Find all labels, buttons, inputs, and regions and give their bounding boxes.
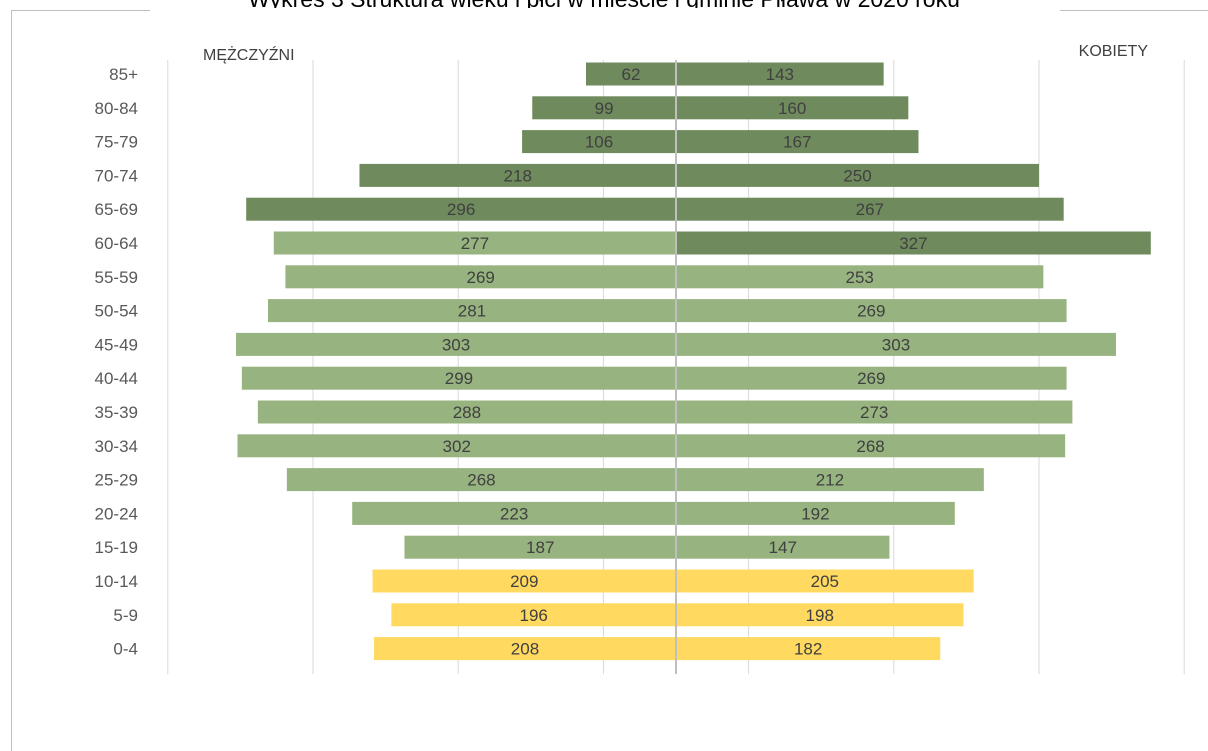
data-label-male: 281 [458, 302, 486, 321]
data-label-female: 198 [806, 606, 834, 625]
category-label: 80-84 [95, 99, 138, 118]
bar-female-40-44 [676, 366, 1067, 390]
data-label-female: 167 [783, 133, 811, 152]
bar-male-0-4 [373, 637, 676, 661]
data-label-female: 267 [856, 200, 884, 219]
category-label: 30-34 [95, 437, 138, 456]
bar-female-0-4 [676, 637, 941, 661]
data-label-male: 218 [504, 166, 532, 185]
bar-male-55-59 [285, 265, 676, 289]
data-label-female: 143 [766, 65, 794, 84]
data-label-male: 99 [595, 99, 614, 118]
data-label-male: 288 [453, 403, 481, 422]
bar-female-45-49 [676, 332, 1116, 356]
bar-female-50-54 [676, 299, 1067, 323]
bar-female-25-29 [676, 468, 984, 492]
data-label-female: 147 [769, 538, 797, 557]
series-label-male: MĘŻCZYŹNI [203, 45, 295, 64]
category-label: 5-9 [113, 606, 138, 625]
category-label: 75-79 [95, 133, 138, 152]
data-label-female: 205 [811, 572, 839, 591]
data-label-female: 269 [857, 369, 885, 388]
labels: 85+ 62 143 80-84 99 160 75-79 106 167 70-74 218 250… [95, 43, 1149, 659]
category-label: 55-59 [95, 268, 138, 287]
data-label-male: 187 [526, 538, 554, 557]
bar-female-70-74 [676, 163, 1039, 187]
frame-title-gap [150, 8, 1060, 12]
data-label-male: 302 [443, 437, 471, 456]
bar-male-5-9 [391, 603, 676, 627]
bar-female-15-19 [676, 535, 890, 559]
data-label-male: 223 [500, 504, 528, 523]
bar-male-70-74 [359, 163, 676, 187]
category-label: 20-24 [95, 504, 138, 523]
category-label: 10-14 [95, 572, 138, 591]
category-label: 45-49 [95, 335, 138, 354]
data-label-male: 62 [622, 65, 641, 84]
data-label-male: 209 [510, 572, 538, 591]
bar-male-50-54 [267, 299, 676, 323]
category-label: 65-69 [95, 200, 138, 219]
bar-female-85+ [676, 62, 884, 86]
category-label: 70-74 [95, 166, 138, 185]
data-label-female: 273 [860, 403, 888, 422]
bar-male-75-79 [522, 130, 676, 154]
data-label-female: 303 [882, 335, 910, 354]
bar-female-20-24 [676, 501, 955, 525]
bar-male-85+ [585, 62, 676, 86]
bar-female-80-84 [676, 96, 909, 120]
data-label-male: 296 [447, 200, 475, 219]
data-label-male: 106 [585, 133, 613, 152]
bar-female-35-39 [676, 400, 1073, 424]
bar-female-10-14 [676, 569, 974, 593]
category-label: 40-44 [95, 369, 138, 388]
category-label: 35-39 [95, 403, 138, 422]
category-label: 15-19 [95, 538, 138, 557]
data-label-male: 299 [445, 369, 473, 388]
category-label: 25-29 [95, 471, 138, 490]
bar-male-35-39 [257, 400, 676, 424]
bar-female-75-79 [676, 130, 919, 154]
bar-female-30-34 [676, 434, 1066, 458]
data-label-female: 182 [794, 640, 822, 659]
bar-female-5-9 [676, 603, 964, 627]
bar-female-65-69 [676, 197, 1064, 221]
data-label-male: 208 [511, 640, 539, 659]
data-label-male: 268 [467, 471, 495, 490]
category-label: 85+ [109, 65, 138, 84]
data-label-female: 250 [843, 166, 871, 185]
data-label-female: 253 [845, 268, 873, 287]
bar-female-55-59 [676, 265, 1044, 289]
data-label-female: 268 [856, 437, 884, 456]
data-label-female: 212 [816, 471, 844, 490]
bar-male-65-69 [246, 197, 676, 221]
category-label: 50-54 [95, 302, 138, 321]
bar-male-30-34 [237, 434, 676, 458]
data-label-female: 269 [857, 302, 885, 321]
series-label-female: KOBIETY [1079, 43, 1149, 60]
bar-male-15-19 [404, 535, 676, 559]
data-label-female: 192 [801, 504, 829, 523]
data-label-female: 160 [778, 99, 806, 118]
bar-male-25-29 [286, 468, 676, 492]
data-label-male: 277 [461, 234, 489, 253]
data-label-male: 196 [520, 606, 548, 625]
bar-male-80-84 [532, 96, 676, 120]
bar-male-10-14 [372, 569, 676, 593]
bars [236, 62, 1151, 661]
bar-male-60-64 [273, 231, 676, 255]
category-label: 0-4 [113, 640, 138, 659]
bar-male-20-24 [352, 501, 676, 525]
data-label-female: 327 [899, 234, 927, 253]
bar-female-60-64 [676, 231, 1151, 255]
bar-male-40-44 [241, 366, 677, 390]
category-label: 60-64 [95, 234, 138, 253]
data-label-male: 269 [467, 268, 495, 287]
bar-male-45-49 [236, 332, 676, 356]
data-label-male: 303 [442, 335, 470, 354]
